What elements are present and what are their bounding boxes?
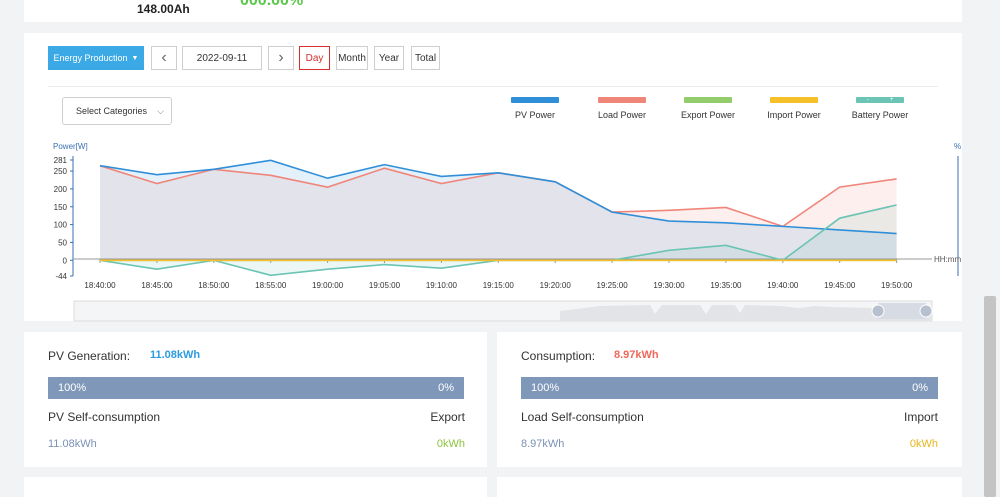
divider	[48, 86, 938, 87]
date-picker[interactable]: 2022-09-11	[182, 46, 262, 70]
zoom-handle-left[interactable]	[871, 304, 885, 318]
x-tick-label: 18:40:00	[84, 281, 116, 290]
import-label: Import	[903, 410, 938, 424]
minus-icon: -	[866, 97, 869, 103]
category-select-label: Select Categories	[76, 106, 148, 116]
y-tick-label: 281	[54, 156, 68, 165]
next-date-button[interactable]: ›	[268, 46, 294, 70]
load-self-consumption-bar: 100% 0%	[521, 377, 938, 399]
page-scrollbar[interactable]	[984, 296, 996, 497]
consumption-value: 8.97kWh	[614, 349, 659, 361]
x-tick-label: 19:50:00	[881, 281, 913, 290]
energy-type-dropdown[interactable]: Energy Production ▼	[48, 46, 144, 70]
pv-self-consumption-bar: 100% 0%	[48, 377, 464, 399]
legend-label: Load Power	[597, 110, 647, 120]
previous-date-button[interactable]: ‹	[151, 46, 177, 70]
y-tick-label: 250	[54, 167, 68, 176]
legend-swatch: - +	[856, 97, 904, 103]
bar-right-percent: 0%	[438, 382, 454, 394]
day-tab[interactable]: Day	[299, 46, 330, 70]
pv-generation-card: PV Generation: 11.08kWh 100% 0% PV Self-…	[24, 332, 487, 467]
chevron-left-icon: ‹	[161, 49, 167, 66]
legend-load-power[interactable]: Load Power	[590, 97, 654, 123]
power-chart: Power[W] % HH:mm 281 250 200 150 100 50 0 -44 1…	[53, 142, 961, 322]
y2-axis-label: %	[954, 142, 961, 151]
legend-swatch	[770, 97, 818, 103]
import-value: 0kWh	[909, 438, 938, 450]
x-axis-unit: HH:mm	[934, 255, 961, 264]
x-tick-label: 19:10:00	[426, 281, 458, 290]
legend-label: Export Power	[680, 110, 736, 120]
legend-swatch	[684, 97, 732, 103]
legend-label: Battery Power	[851, 110, 909, 120]
legend-swatch	[598, 97, 646, 103]
x-tick-label: 19:30:00	[653, 281, 685, 290]
zoom-slider-selection[interactable]	[878, 303, 926, 319]
battery-summary-card: 148.00Ah 000.00%	[24, 0, 962, 22]
load-self-consumption-label: Load Self-consumption	[521, 410, 644, 424]
bar-right-percent: 0%	[912, 382, 928, 394]
caret-down-icon: ▼	[131, 54, 139, 62]
y-tick-label: 100	[54, 221, 68, 230]
x-tick-label: 18:50:00	[198, 281, 230, 290]
x-tick-label: 19:20:00	[540, 281, 572, 290]
category-select[interactable]: Select Categories ⌵	[62, 97, 172, 125]
x-tick-label: 19:45:00	[824, 281, 856, 290]
y-tick-label: 150	[54, 203, 68, 212]
x-tick-label: 19:00:00	[312, 281, 344, 290]
bottom-card-right	[497, 477, 962, 497]
battery-capacity-value: 148.00Ah	[137, 2, 190, 16]
total-tab[interactable]: Total	[411, 46, 440, 70]
pv-self-consumption-value: 11.08kWh	[48, 438, 97, 450]
legend-import-power[interactable]: Import Power	[762, 97, 826, 123]
y-tick-label: 0	[63, 256, 68, 265]
bar-left-percent: 100%	[531, 382, 560, 394]
x-tick-label: 19:40:00	[767, 281, 799, 290]
export-label: Export	[430, 410, 465, 424]
chevron-down-icon: ⌵	[157, 106, 164, 116]
bottom-card-left	[24, 477, 487, 497]
y-tick-label: 200	[54, 185, 68, 194]
x-tick-label: 19:25:00	[597, 281, 629, 290]
legend-export-power[interactable]: Export Power	[675, 97, 741, 123]
pv-self-consumption-label: PV Self-consumption	[48, 410, 161, 424]
zoom-slider-preview	[560, 305, 932, 321]
legend-battery-power[interactable]: - + Battery Power	[845, 97, 915, 123]
export-value: 0kWh	[436, 438, 465, 450]
plus-icon: +	[889, 97, 894, 103]
legend-label: PV Power	[514, 110, 556, 120]
pv-power-line	[99, 159, 897, 235]
y-tick-label: 50	[58, 238, 67, 247]
bar-left-percent: 100%	[58, 382, 87, 394]
pv-generation-label: PV Generation:	[48, 349, 131, 363]
month-tab[interactable]: Month	[336, 46, 368, 70]
energy-type-label: Energy Production	[53, 53, 128, 63]
legend-pv-power[interactable]: PV Power	[503, 97, 567, 123]
chevron-right-icon: ›	[278, 49, 284, 66]
y-axis-label: Power[W]	[53, 142, 88, 151]
battery-power-area	[100, 204, 897, 276]
x-tick-label: 18:55:00	[255, 281, 287, 290]
pv-generation-value: 11.08kWh	[150, 349, 201, 361]
x-tick-label: 19:15:00	[483, 281, 515, 290]
consumption-card: Consumption: 8.97kWh 100% 0% Load Self-c…	[497, 332, 962, 467]
y-tick-label: -44	[55, 272, 67, 281]
legend-swatch	[511, 97, 559, 103]
battery-soc-value: 000.00%	[240, 0, 304, 9]
pv-power-area	[100, 160, 897, 261]
year-tab[interactable]: Year	[374, 46, 404, 70]
load-power-area	[100, 165, 897, 261]
x-tick-label: 19:35:00	[710, 281, 742, 290]
consumption-label: Consumption:	[521, 349, 596, 363]
x-tick-label: 19:05:00	[369, 281, 401, 290]
zoom-handle-right[interactable]	[919, 304, 933, 318]
x-tick-label: 18:45:00	[141, 281, 173, 290]
legend-label: Import Power	[767, 110, 821, 120]
load-self-consumption-value: 8.97kWh	[521, 438, 565, 450]
